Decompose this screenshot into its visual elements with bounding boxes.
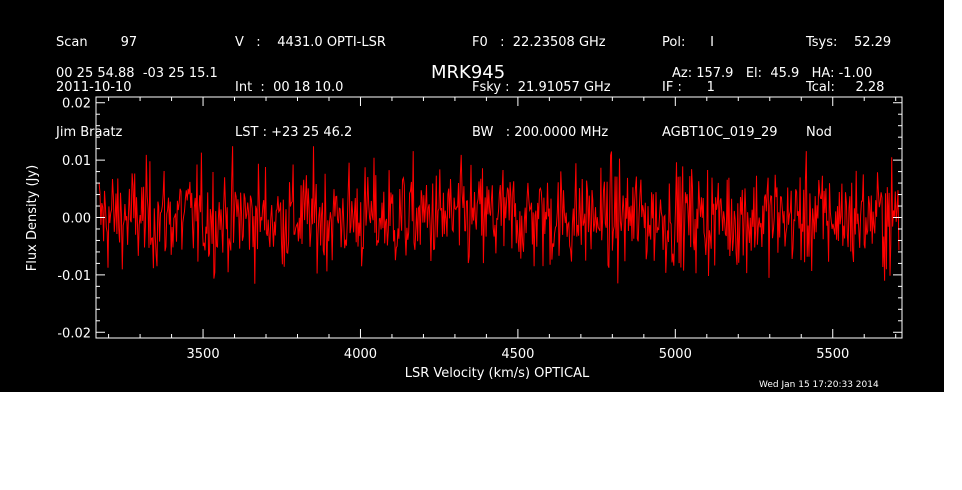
pointing-info: Az: 157.9 El: 45.9 HA: -1.00 (672, 66, 873, 81)
plot-panel (0, 0, 944, 392)
observer: Jim Braatz (56, 125, 123, 140)
tsys: Tsys: 52.29 (806, 35, 892, 50)
y-tick-label: 0.02 (62, 97, 91, 112)
header-col-frequency: F0 : 22.23508 GHz Fsky : 21.91057 GHz BW… (472, 5, 611, 155)
integration-time: Int : 00 18 10.0 (235, 80, 344, 95)
spectrum-chart: 3500 4000 4500 5000 5500 -0.02 -0.01 0.00 0.01 0.… (25, 96, 903, 381)
x-tick-label: 5000 (659, 347, 692, 362)
x-tick-label: 3500 (187, 347, 220, 362)
x-axis-label: LSR Velocity (km/s) OPTICAL (405, 366, 590, 381)
series-layer (98, 146, 900, 284)
plot-frame (95, 96, 903, 339)
header-col-velocity: V : 4431.0 OPTI-LSR Int : 00 18 10.0 LST… (235, 5, 386, 155)
x-tick-label: 4500 (501, 347, 534, 362)
x-tick-label: 4000 (344, 347, 377, 362)
x-tick-label: 5500 (816, 347, 849, 362)
proc-mode: Nod (806, 125, 832, 140)
header-col-polarization: Pol: I IF : 1 AGBT10C_019_29 (662, 5, 778, 155)
header-col-tsys: Tsys: 52.29 Tcal: 2.28 Nod (806, 5, 891, 155)
polarization: Pol: I (662, 35, 714, 50)
plot-timestamp: Wed Jan 15 17:20:33 2014 (759, 380, 879, 390)
y-axis-label: Flux Density (Jy) (25, 165, 40, 271)
y-tick-label: 0.01 (62, 154, 91, 169)
axes-layer: 3500 4000 4500 5000 5500 -0.02 -0.01 0.00 0.01 0.… (57, 96, 903, 362)
source-coordinates: 00 25 54.88 -03 25 15.1 (56, 66, 218, 81)
observation-date: 2011-10-10 (56, 80, 132, 95)
tcal: Tcal: 2.28 (806, 80, 885, 95)
header-col-scan: Scan 97 2011-10-10 Jim Braatz (56, 5, 137, 155)
source-velocity: V : 4431.0 OPTI-LSR (235, 35, 386, 50)
bandwidth: BW : 200.0000 MHz (472, 125, 609, 140)
y-tick-label: -0.02 (57, 326, 91, 341)
scan-number: Scan 97 (56, 35, 138, 50)
lst: LST : +23 25 46.2 (235, 125, 353, 140)
spectrum-line (98, 146, 900, 284)
source-title: MRK945 (431, 62, 506, 83)
rest-frequency: F0 : 22.23508 GHz (472, 35, 606, 50)
sky-frequency: Fsky : 21.91057 GHz (472, 80, 611, 95)
if-number: IF : 1 (662, 80, 715, 95)
y-tick-label: -0.01 (57, 269, 91, 284)
y-tick-label: 0.00 (62, 212, 91, 227)
project-id: AGBT10C_019_29 (662, 125, 778, 140)
